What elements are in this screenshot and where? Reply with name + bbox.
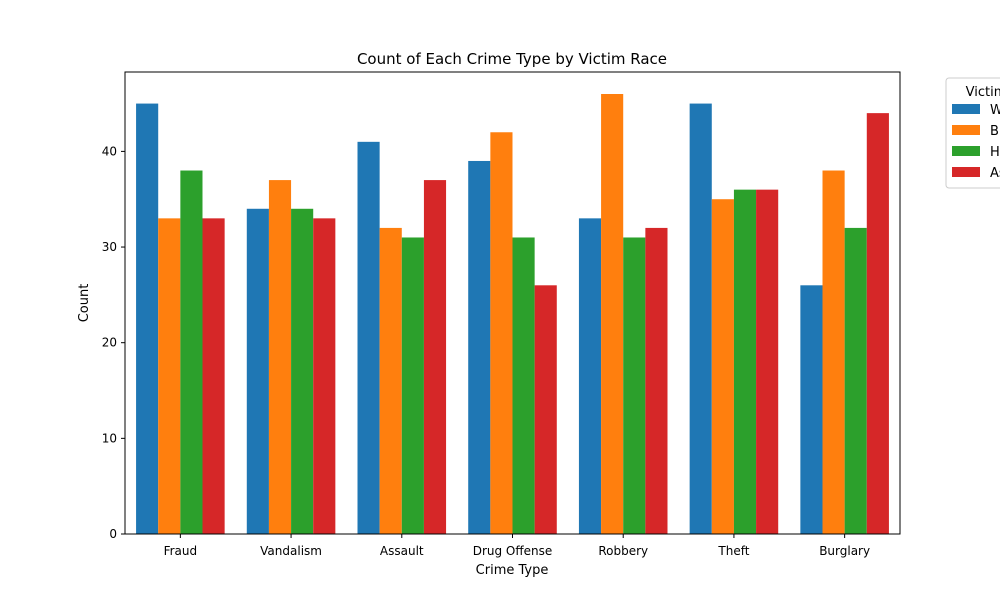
x-tick-label: Vandalism <box>260 544 322 558</box>
bar-burglary-w <box>800 285 823 534</box>
x-axis-title: Crime Type <box>476 563 549 578</box>
legend-label-b: B <box>990 124 999 139</box>
chart-title: Count of Each Crime Type by Victim Race <box>357 50 667 68</box>
bar-vandalism-w <box>246 208 269 534</box>
x-tick-label: Drug Offense <box>473 544 553 558</box>
legend: Victim WBH As <box>945 77 1000 189</box>
bar-robbery-as <box>645 227 668 534</box>
legend-title: Victim <box>966 85 1000 100</box>
x-tick-label: Theft <box>717 544 749 558</box>
bar-burglary-as <box>866 113 889 534</box>
y-tick-label: 10 <box>102 431 117 445</box>
bar-vandalism-h <box>291 208 314 534</box>
bar-vandalism-as <box>313 218 336 534</box>
bar-theft-h <box>733 189 757 534</box>
y-tick-label: 30 <box>102 240 117 254</box>
bar-theft-as <box>756 189 779 534</box>
bar-burglary-h <box>844 227 867 534</box>
x-tick-label: Burglary <box>819 544 870 558</box>
legend-swatch-b <box>952 125 980 135</box>
bar-drug-offense-b <box>490 132 513 534</box>
bar-assault-b <box>379 227 402 534</box>
y-axis: 0 10 20 30 40 <box>102 144 125 541</box>
y-tick-label: 0 <box>109 527 117 541</box>
legend-swatch-h <box>952 146 980 156</box>
bar-drug-offense-as <box>534 285 557 534</box>
bar-robbery-h <box>623 237 646 535</box>
bar-assault-as <box>423 180 447 534</box>
legend-label-as: As <box>990 166 1000 181</box>
bar-vandalism-b <box>268 180 292 534</box>
bar-assault-h <box>401 237 424 535</box>
bar-theft-w <box>689 103 712 534</box>
legend-swatch-w <box>952 104 980 114</box>
legend-label-h: H <box>990 145 1000 160</box>
x-axis: Fraud Vandalism Assault Drug Offense Robbery… <box>164 534 870 558</box>
bar-drug-offense-h <box>512 237 535 535</box>
bar-burglary-b <box>822 170 845 534</box>
bar-fraud-b <box>158 218 181 534</box>
y-axis-title: Count <box>77 284 92 323</box>
bar-fraud-as <box>202 218 225 534</box>
x-tick-label: Assault <box>380 544 424 558</box>
y-tick-label: 20 <box>102 336 117 350</box>
bar-robbery-b <box>601 94 624 534</box>
bar-assault-w <box>357 141 380 534</box>
legend-label-w: W <box>990 103 1000 118</box>
x-tick-label: Fraud <box>164 544 198 558</box>
bar-fraud-w <box>136 103 159 534</box>
bar-robbery-w <box>578 218 602 534</box>
x-tick-label: Robbery <box>598 544 648 558</box>
plot-frame <box>124 71 901 535</box>
bar-theft-b <box>711 199 734 534</box>
bar-drug-offense-w <box>468 160 491 534</box>
bar-fraud-h <box>180 170 203 534</box>
legend-swatch-as <box>952 167 980 177</box>
bars-group <box>136 94 889 535</box>
y-tick-label: 40 <box>102 144 117 158</box>
